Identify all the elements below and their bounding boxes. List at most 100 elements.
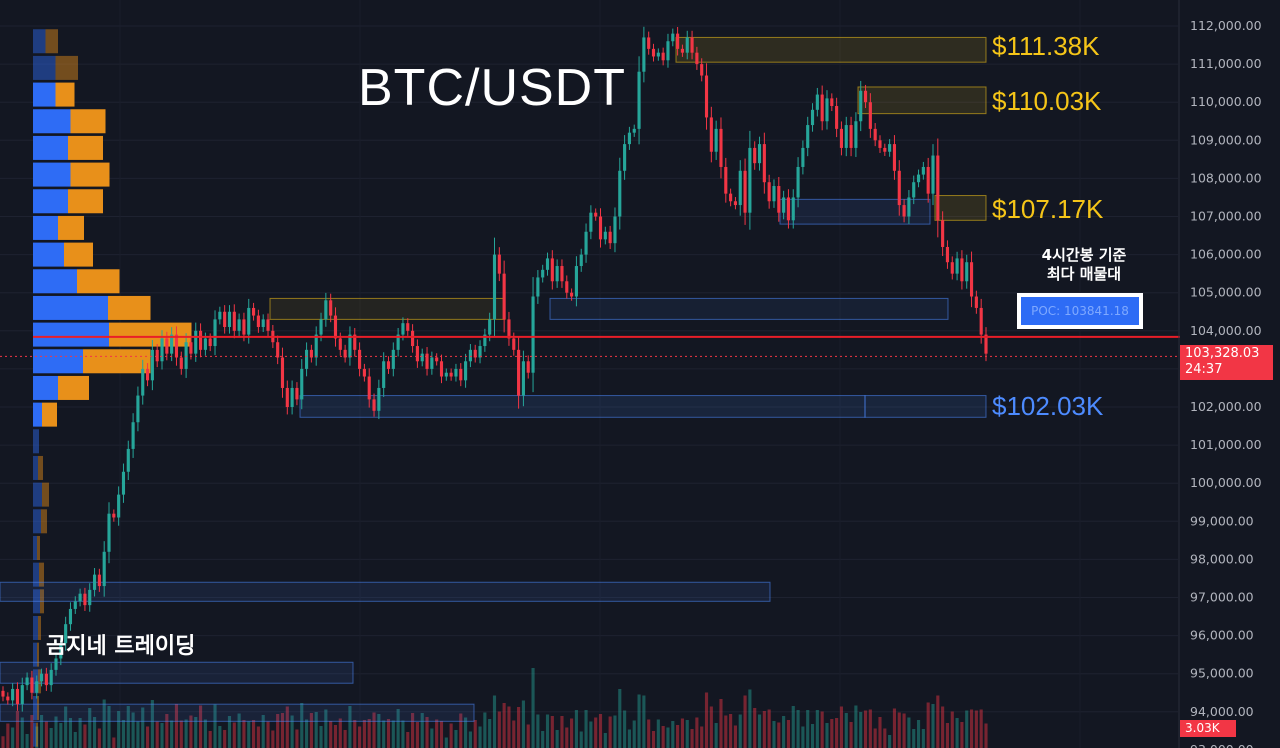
profile-sell-bar: [55, 82, 75, 107]
profile-buy-bar: [33, 615, 38, 640]
volume-bar: [526, 724, 530, 748]
y-tick-label: 101,000.00: [1190, 437, 1262, 452]
volume-bar: [570, 718, 574, 748]
volume-bar: [979, 709, 983, 748]
candle-body: [868, 102, 872, 129]
volume-bar: [579, 731, 583, 748]
volume-bar: [261, 715, 265, 748]
volume-bar: [536, 714, 540, 748]
price-lines: [0, 335, 1180, 357]
candle-body: [497, 254, 501, 274]
volume-bar: [854, 705, 858, 748]
level-label-110k: $110.03K: [992, 86, 1102, 116]
volume-bar: [859, 712, 863, 748]
candle-body: [247, 307, 251, 335]
volume-bar: [20, 717, 24, 748]
volume-bar: [25, 734, 29, 748]
volume-bar: [271, 730, 275, 748]
volume-bar: [613, 715, 617, 748]
candle-body: [608, 231, 612, 244]
candle-body: [454, 368, 458, 377]
level-zone: [0, 661, 354, 684]
volume-bar: [897, 712, 901, 748]
candle-body: [68, 608, 73, 625]
candle-body: [184, 342, 188, 369]
volume-bar: [92, 717, 97, 748]
y-tick-label: 93,000.00: [1190, 742, 1254, 748]
candle-body: [748, 147, 752, 213]
candle-body: [782, 197, 786, 213]
volume-bar: [651, 731, 656, 748]
volume-bar: [305, 719, 309, 748]
volume-bar: [656, 719, 660, 748]
candle-body: [15, 688, 20, 705]
candle-body: [541, 269, 545, 278]
volume-bar: [738, 714, 742, 748]
volume-bar: [565, 727, 569, 748]
volume-bar: [411, 713, 415, 748]
volume-bar: [430, 728, 434, 748]
volume-bar: [666, 727, 670, 748]
poc-badge: POC: 103841.18: [1017, 293, 1143, 329]
candle-body: [223, 311, 227, 327]
volume-bar: [252, 720, 256, 748]
y-tick-label: 109,000.00: [1190, 132, 1262, 147]
volume-bar: [637, 694, 641, 748]
candle-body: [888, 144, 892, 152]
profile-sell-bar: [42, 482, 49, 507]
volume-bar: [748, 689, 752, 748]
volume-bar: [835, 718, 839, 748]
volume-bar: [618, 689, 622, 748]
volume-bar: [333, 725, 338, 748]
candle-body: [603, 231, 607, 240]
volume-bar: [478, 726, 482, 748]
candle-body: [203, 338, 207, 350]
volume-bar: [753, 708, 757, 748]
volume-bar: [550, 716, 554, 748]
volume-bar: [825, 723, 829, 748]
volume-bar: [203, 719, 207, 748]
volume-bar: [386, 719, 391, 748]
candle-body: [35, 681, 39, 693]
candle-body: [189, 342, 193, 354]
volume-bar: [777, 722, 781, 748]
candle-body: [6, 696, 10, 701]
candle-body: [651, 48, 656, 57]
candle-body: [121, 471, 126, 495]
candle-body: [550, 258, 554, 282]
candle-body: [984, 334, 988, 354]
poc-annotation-line2: 최다 매물대: [1046, 265, 1122, 283]
volume-bar: [729, 714, 733, 748]
volume-bar: [796, 710, 800, 748]
volume-bar: [497, 711, 501, 748]
candle-body: [131, 422, 135, 449]
volume-bar: [931, 704, 935, 748]
volume-bar: [594, 717, 598, 748]
volume-bar: [15, 711, 20, 748]
volume-bar: [623, 710, 627, 748]
profile-buy-bar: [33, 509, 41, 534]
volume-bar: [555, 730, 559, 748]
candle-body: [907, 197, 911, 217]
candle-body: [733, 201, 737, 206]
candle-body: [150, 349, 154, 381]
candle-body: [295, 387, 299, 400]
profile-sell-bar: [68, 189, 103, 214]
candle-body: [30, 677, 34, 693]
candle-body: [969, 262, 974, 297]
candle-body: [704, 75, 709, 118]
candle-body: [955, 258, 959, 274]
candle-body: [945, 246, 950, 263]
candle-body: [883, 147, 887, 152]
volume-bar: [815, 710, 819, 748]
volume-bar: [801, 726, 805, 748]
volume-bar: [232, 722, 236, 748]
candle-body: [598, 216, 603, 240]
candle-body: [719, 128, 723, 167]
candle-body: [512, 338, 516, 350]
profile-buy-bar: [33, 295, 108, 320]
candle-body: [502, 273, 506, 320]
volume-bar: [690, 729, 694, 748]
y-tick-label: 108,000.00: [1190, 170, 1262, 185]
